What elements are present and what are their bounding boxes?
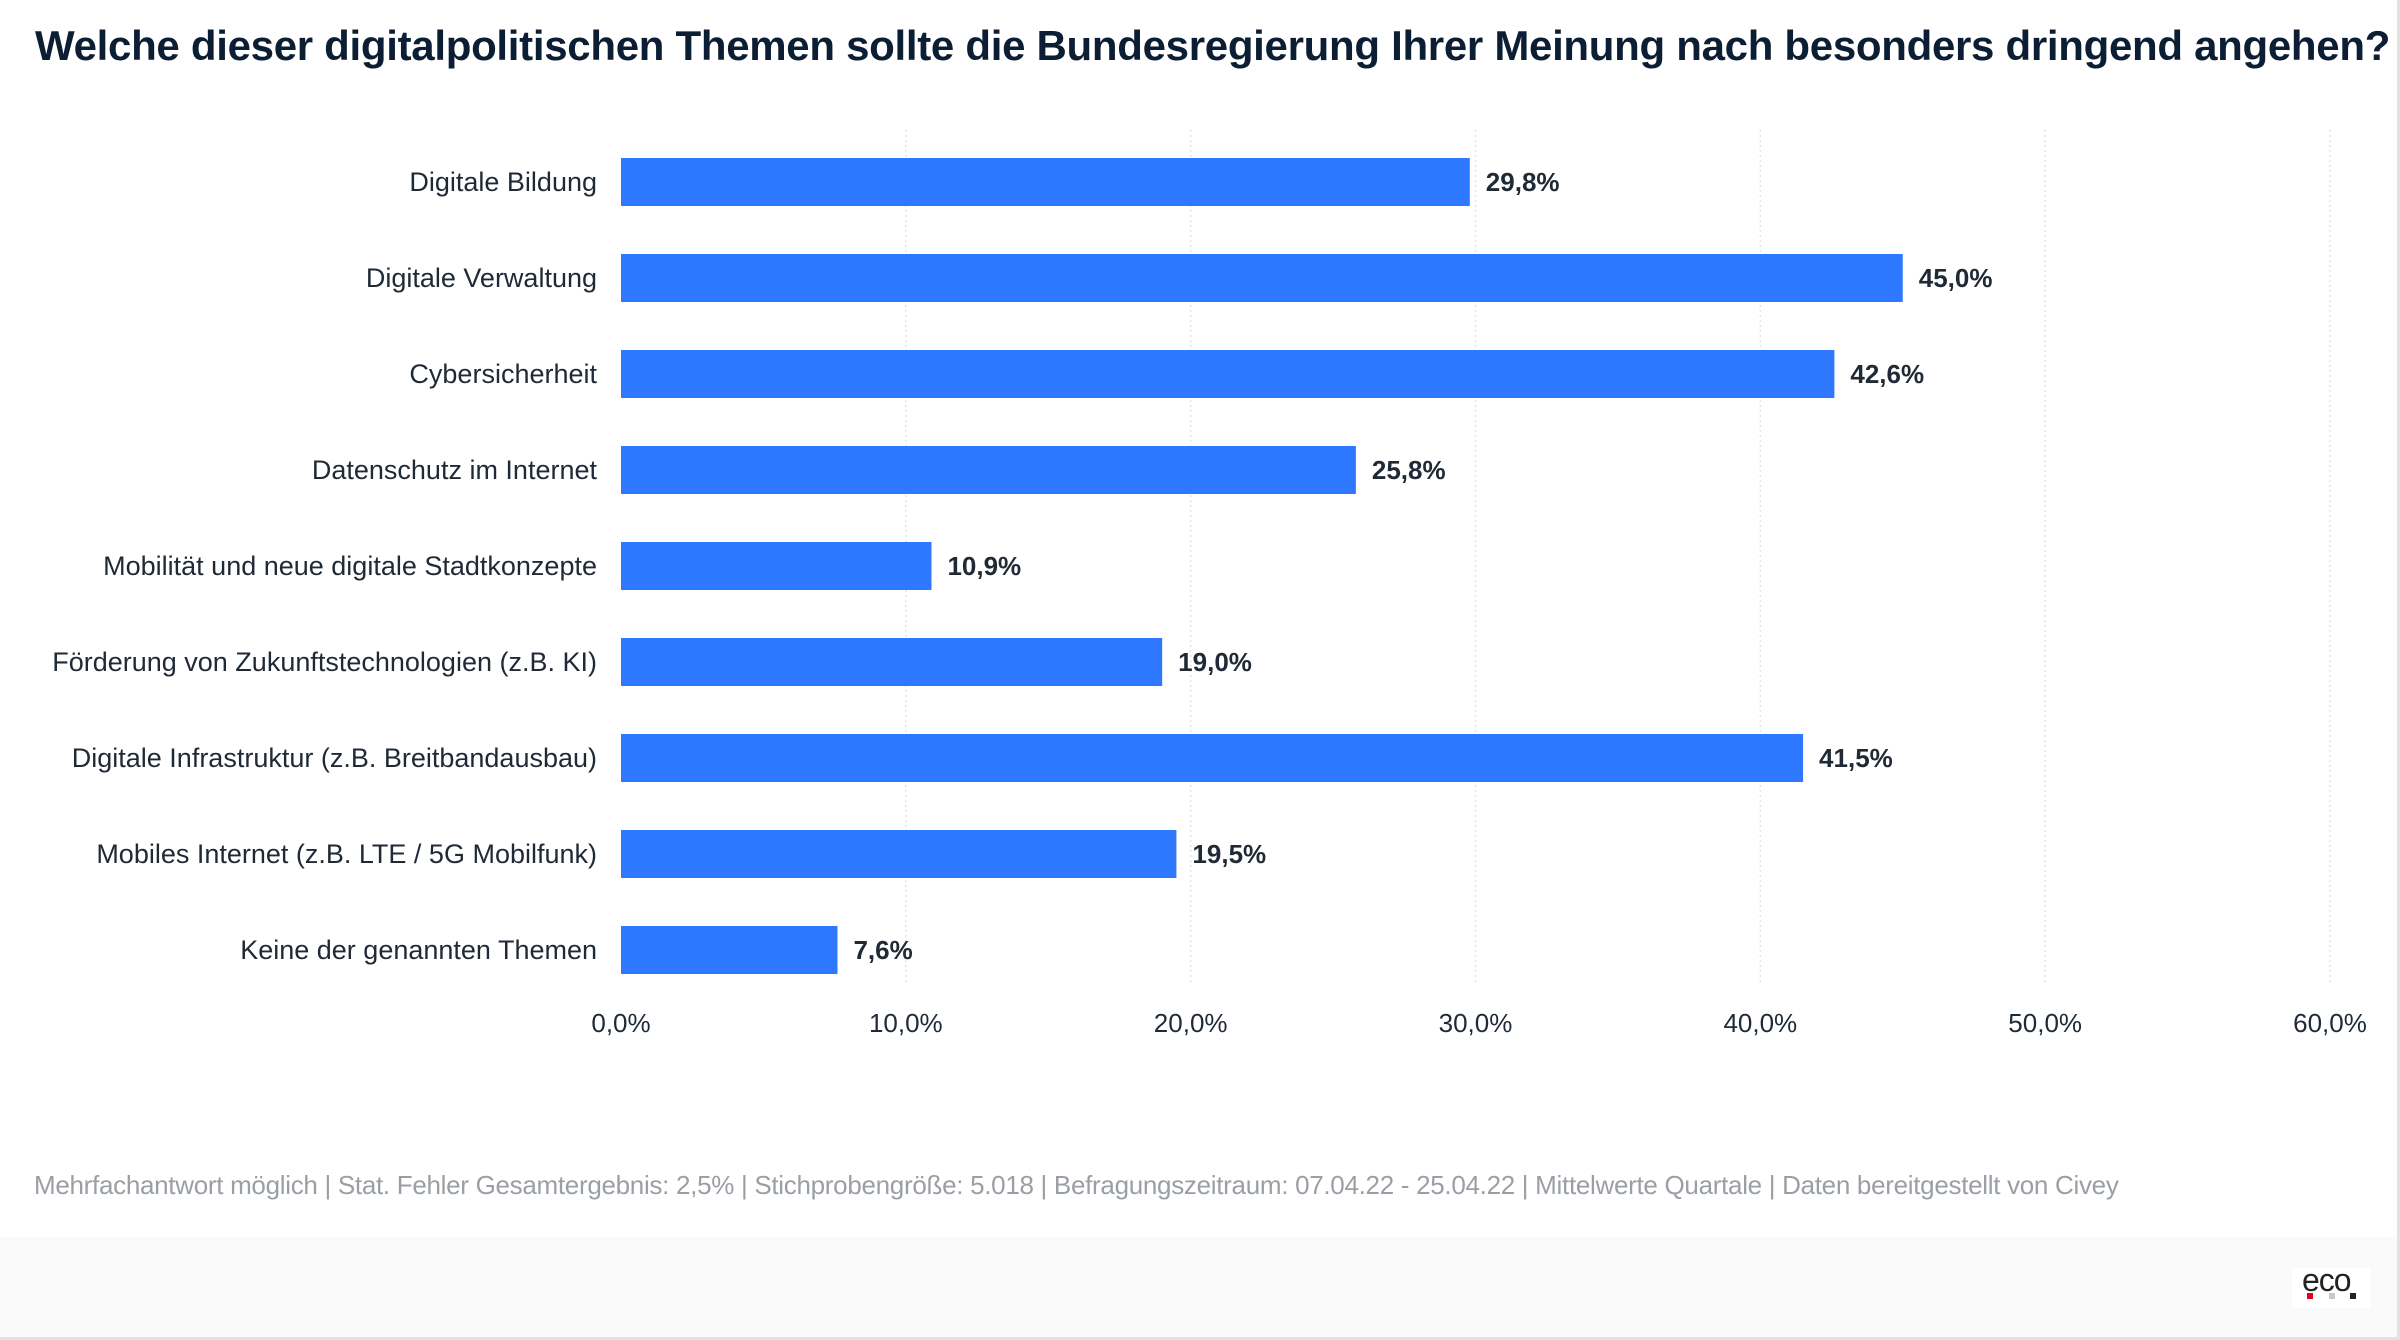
x-tick-label: 40,0% [1723, 1008, 1797, 1038]
x-tick-label: 0,0% [591, 1008, 650, 1038]
bar [621, 830, 1177, 878]
data-label: 25,8% [1372, 455, 1446, 485]
category-label: Digitale Bildung [409, 167, 597, 197]
footer-note: Mehrfachantwort möglich | Stat. Fehler G… [34, 1170, 2119, 1200]
category-label: Cybersicherheit [409, 359, 597, 389]
data-label: 29,8% [1486, 167, 1560, 197]
category-label: Keine der genannten Themen [240, 935, 597, 965]
bar [621, 446, 1356, 494]
category-label: Förderung von Zukunftstechnologien (z.B.… [52, 647, 597, 677]
data-label: 45,0% [1919, 263, 1993, 293]
category-label: Mobilität und neue digitale Stadtkonzept… [103, 551, 597, 581]
bar [621, 254, 1903, 302]
category-label: Datenschutz im Internet [312, 455, 598, 485]
category-label: Mobiles Internet (z.B. LTE / 5G Mobilfun… [96, 839, 597, 869]
category-label: Digitale Verwaltung [366, 263, 597, 293]
data-label: 7,6% [853, 935, 912, 965]
logo-text: eco [2302, 1262, 2352, 1298]
data-label: 10,9% [947, 551, 1021, 581]
logo-dot-black [2350, 1293, 2356, 1299]
logo-dot-gray [2329, 1293, 2335, 1299]
x-tick-label: 60,0% [2293, 1008, 2367, 1038]
bar-chart: 0,0% 10,0% 20,0% 30,0% 40,0% 50,0% 60,0% Digita… [52, 130, 2367, 1038]
bar [621, 542, 932, 590]
data-label: 42,6% [1850, 359, 1924, 389]
x-tick-label: 50,0% [2008, 1008, 2082, 1038]
data-label: 19,0% [1178, 647, 1252, 677]
bar [621, 638, 1163, 686]
data-label: 19,5% [1192, 839, 1266, 869]
footer-band [0, 1237, 2397, 1337]
chart-title: Welche dieser digitalpolitischen Themen … [35, 22, 2391, 69]
logo-dot-red [2307, 1293, 2313, 1299]
x-tick-label: 30,0% [1439, 1008, 1513, 1038]
x-tick-label: 10,0% [869, 1008, 943, 1038]
x-tick-label: 20,0% [1154, 1008, 1228, 1038]
bar [621, 158, 1470, 206]
eco-logo: eco [2292, 1262, 2370, 1308]
data-label: 41,5% [1819, 743, 1893, 773]
bar [621, 350, 1835, 398]
bar [621, 926, 838, 974]
category-label: Digitale Infrastruktur (z.B. Breitbandau… [72, 743, 597, 773]
bar [621, 734, 1804, 782]
